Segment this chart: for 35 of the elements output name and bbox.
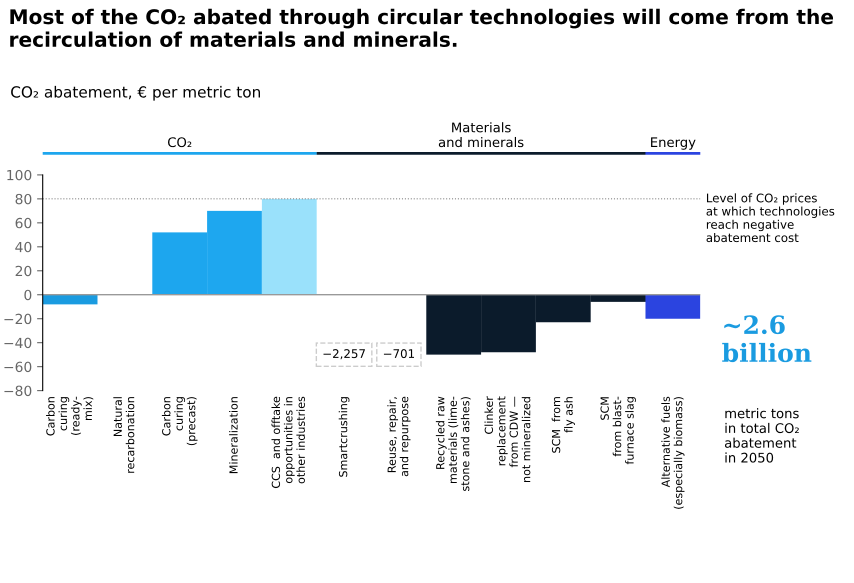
y-axis-title: CO₂ abatement, € per metric ton xyxy=(11,86,260,101)
y-tick-label: 60 xyxy=(16,218,32,228)
y-tick-label: 80 xyxy=(16,194,32,204)
annotation: −701 xyxy=(384,349,414,358)
x-tick-label: Alternative fuels (especially biomass) xyxy=(661,396,684,509)
text: Materials and minerals xyxy=(438,122,524,148)
x-tick-label: SCM from fly ash xyxy=(552,397,575,453)
text: Energy xyxy=(651,137,696,150)
y-tick-label: −60 xyxy=(4,362,32,372)
y-tick-label: −80 xyxy=(4,386,32,396)
x-tick-label: Carbon curing (precast) xyxy=(162,397,198,446)
x-tick-label: Recycled raw materials (lime- stone and ashes) xyxy=(436,396,471,491)
text: ~2.6 billion xyxy=(722,315,812,362)
ref-line-label: Level of CO₂ prices at which technologies reach negative abatement cost xyxy=(706,193,834,242)
y-tick-label: 0 xyxy=(24,290,32,300)
text: CO₂ xyxy=(168,137,192,148)
y-tick-label: 20 xyxy=(16,266,32,276)
bar xyxy=(42,294,98,304)
x-tick-label: Smartcrushing xyxy=(338,397,350,477)
bar xyxy=(645,294,700,319)
x-tick-label: Clinker replacement from CDW — not mineralized xyxy=(484,396,530,482)
y-tick-label: −40 xyxy=(4,338,32,348)
text: metric tons in total CO₂ abatement in 2050 xyxy=(724,408,799,463)
y-tick-label: 100 xyxy=(7,170,32,180)
y-tick-label: −20 xyxy=(4,314,32,324)
x-tick-label: SCM from blast- furnace slag xyxy=(600,396,636,464)
x-tick-label: Natural recarbonation xyxy=(113,397,134,473)
x-tick-label: CCS and offtake opportunities in other industries xyxy=(271,396,305,488)
x-tick-label: Reuse, repair, and repurpose xyxy=(387,396,410,476)
x-tick-label: Mineralization xyxy=(229,397,238,474)
annotation: −2,257 xyxy=(323,349,365,360)
chart-title: Most of the CO₂ abated through circular technologies will come from the recirculation of materials and minerals. xyxy=(10,8,834,48)
bar xyxy=(262,198,317,295)
x-tick-label: Carbon curing (ready- mix) xyxy=(46,396,94,436)
y-tick-label: 40 xyxy=(15,242,32,252)
